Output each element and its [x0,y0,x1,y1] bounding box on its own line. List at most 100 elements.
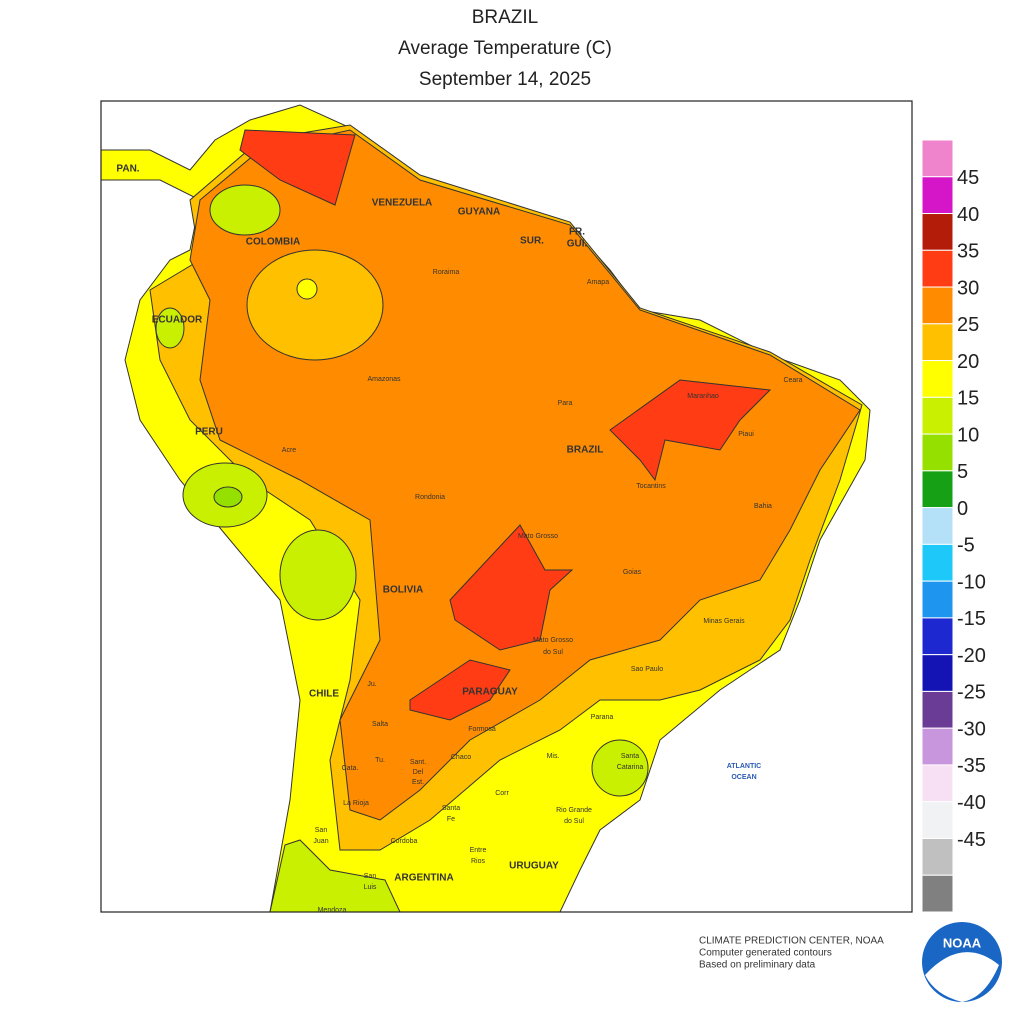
legend-label: 30 [957,277,979,299]
ocean-label: OCEAN [731,774,756,781]
zone-15-20 [296,278,318,300]
legend-label: -45 [957,829,986,851]
region-label: Mato Grosso [533,637,573,644]
region-label: Roraima [433,269,460,276]
region-label: do Sul [564,818,584,825]
title-line: September 14, 2025 [419,69,591,90]
region-label: Santa [442,805,460,812]
region-label: Tu. [375,757,385,764]
country-label: CHILE [309,689,339,700]
region-label: Sao Paulo [631,666,663,673]
footer-line: Based on preliminary data [699,960,816,971]
country-label: FR. [569,227,585,238]
country-label: PERU [195,427,223,438]
legend-label: -10 [957,571,986,593]
legend-swatch [921,213,954,251]
region-label: do Sul [543,649,563,656]
region-label: Para [558,400,573,407]
region-label: Salta [372,721,388,728]
legend-label: 40 [957,204,979,226]
legend-swatch [921,507,954,545]
map-frame [100,100,913,913]
legend-swatch [921,727,954,766]
region-label: La Rioja [343,800,369,807]
legend-swatch [921,543,954,582]
region-label: Ju. [367,681,376,688]
region-label: Juan [313,838,328,845]
country-label: PARAGUAY [462,687,518,698]
legend-swatch [921,690,954,729]
zone-10-15 [155,307,185,349]
region-label: Santa [621,753,639,760]
zone-30-35 [409,659,511,721]
region-label: Corr [495,790,509,797]
region-label: Luis [364,884,377,891]
region-label: Mato Grosso [518,533,558,540]
country-label: BRAZIL [567,445,604,456]
region-label: Rondonia [415,494,445,501]
logo-wave [925,952,999,1002]
zone-10-15 [279,529,357,621]
country-label: URUGUAY [509,861,559,872]
legend-label: 10 [957,424,979,446]
region-label: Acre [282,447,297,454]
region-label: Cordoba [391,838,418,845]
country-label: ECUADOR [152,315,203,326]
ocean-label: ATLANTIC [727,763,761,770]
country-label: SUR. [520,236,544,247]
legend-label: 15 [957,388,979,410]
legend-swatch [921,617,954,656]
region-label: Rios [471,858,486,865]
legend-swatch [921,360,954,398]
region-label: Del [413,769,424,776]
zone-30-35 [239,129,356,206]
legend-label: 5 [957,461,968,483]
region-label: Formosa [468,726,496,733]
zone-30-35 [609,379,772,482]
country-label: GUI. [567,239,588,250]
region-label: Cata. [342,765,359,772]
zone-10-15 [591,739,649,797]
region-label: Parana [591,714,614,721]
region-label: Tocantins [636,483,666,490]
place-labels: PAN. VENEZUELA GUYANA SUR. FR.GUI. COLOMBIA EC… [116,164,802,914]
zone-10-15 [209,184,281,236]
title-line: Average Temperature (C) [398,38,612,59]
legend-label: -15 [957,608,986,630]
legend-label: 0 [957,498,968,520]
legend-swatch [921,801,954,839]
legend-label: -5 [957,535,975,557]
region-label: Mis. [547,753,560,760]
region-label: Piaui [738,431,754,438]
legend-label: -20 [957,645,986,667]
zone-30-35 [449,524,574,651]
region-label: Chaco [451,754,471,761]
legend-swatch [921,433,954,472]
country-label: VENEZUELA [372,198,433,209]
legend-swatch [921,470,954,509]
zone-20-25 [246,249,384,361]
region-label: Sant. [410,759,426,766]
legend-label: -40 [957,792,986,814]
region-label: Rio Grande [556,807,592,814]
legend-swatch [921,874,954,913]
legend-label: -35 [957,755,986,777]
footer-line: CLIMATE PREDICTION CENTER, NOAA [699,936,884,947]
region-label: Est. [412,779,424,786]
legend-swatch [921,139,954,178]
legend-swatch [921,837,954,876]
zone-5-10 [213,486,243,508]
country-label: COLOMBIA [246,237,300,248]
legend-swatch [921,580,954,619]
country-label: PAN. [116,164,139,175]
legend-label: 45 [957,167,979,189]
legend-label: -25 [957,682,986,704]
legend-swatch [921,249,954,288]
region-label: Mendoza [318,907,347,914]
region-label: San [315,827,328,834]
region-label: Maranhao [687,393,719,400]
region-label: San [364,873,377,880]
logo-text: NOAA [943,935,982,950]
